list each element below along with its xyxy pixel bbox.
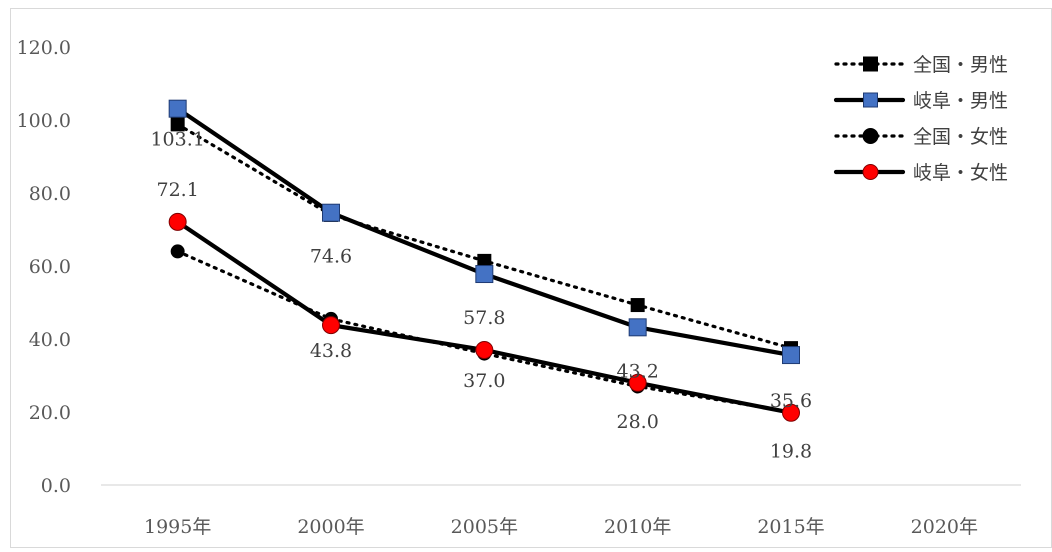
legend-swatch-marker (862, 128, 879, 144)
data-point (782, 346, 800, 365)
series-line (176, 249, 793, 414)
y-tick-label: 40.0 (29, 329, 71, 351)
data-label: 28.0 (617, 411, 659, 433)
data-label: 43.2 (617, 360, 659, 382)
data-label: 72.1 (157, 179, 199, 201)
data-point (630, 298, 645, 313)
x-tick-label: 2005年 (451, 516, 518, 538)
data-point (168, 99, 187, 118)
x-tick-label: 1995年 (144, 516, 211, 538)
y-tick-label: 100.0 (17, 110, 71, 132)
data-point (628, 373, 647, 392)
legend-swatch-marker (862, 164, 879, 180)
data-label: 37.0 (463, 370, 505, 392)
y-tick-label: 80.0 (29, 183, 71, 205)
data-point (322, 316, 340, 335)
data-point (170, 244, 185, 259)
data-label: 57.8 (463, 307, 505, 329)
x-tick-label: 2020年 (911, 516, 978, 538)
data-point (322, 203, 340, 222)
chart-frame: 0.0 20.0 40.0 60.0 80.0 100.0 120.0 1995年 2000年 2… (10, 8, 1052, 548)
x-tick-label: 2000年 (297, 516, 364, 538)
data-label: 35.6 (770, 390, 812, 412)
x-tick-label: 2015年 (757, 516, 824, 538)
line-chart: 0.0 20.0 40.0 60.0 80.0 100.0 120.0 1995年 2000年 2… (17, 37, 1021, 538)
legend-swatch-marker (863, 92, 878, 108)
legend-swatch-marker (863, 56, 878, 72)
data-label: 43.8 (310, 340, 352, 362)
legend-label: 岐阜・女性 (913, 162, 1008, 184)
legend-label: 岐阜・男性 (913, 90, 1008, 112)
y-tick-label: 0.0 (41, 475, 71, 497)
legend-label: 全国・男性 (913, 54, 1008, 76)
legend-label: 全国・女性 (913, 126, 1008, 148)
data-point (168, 212, 187, 231)
data-point (475, 340, 494, 359)
data-point (475, 265, 494, 284)
data-point (782, 403, 800, 422)
data-point (628, 318, 647, 337)
data-label: 19.8 (770, 441, 812, 463)
x-tick-label: 2010年 (604, 516, 671, 538)
data-point (170, 117, 185, 132)
y-tick-label: 60.0 (29, 256, 71, 278)
data-label: 74.6 (310, 246, 352, 268)
data-label: 103.1 (150, 129, 204, 151)
y-tick-label: 20.0 (29, 402, 71, 424)
y-tick-label: 120.0 (17, 37, 71, 59)
